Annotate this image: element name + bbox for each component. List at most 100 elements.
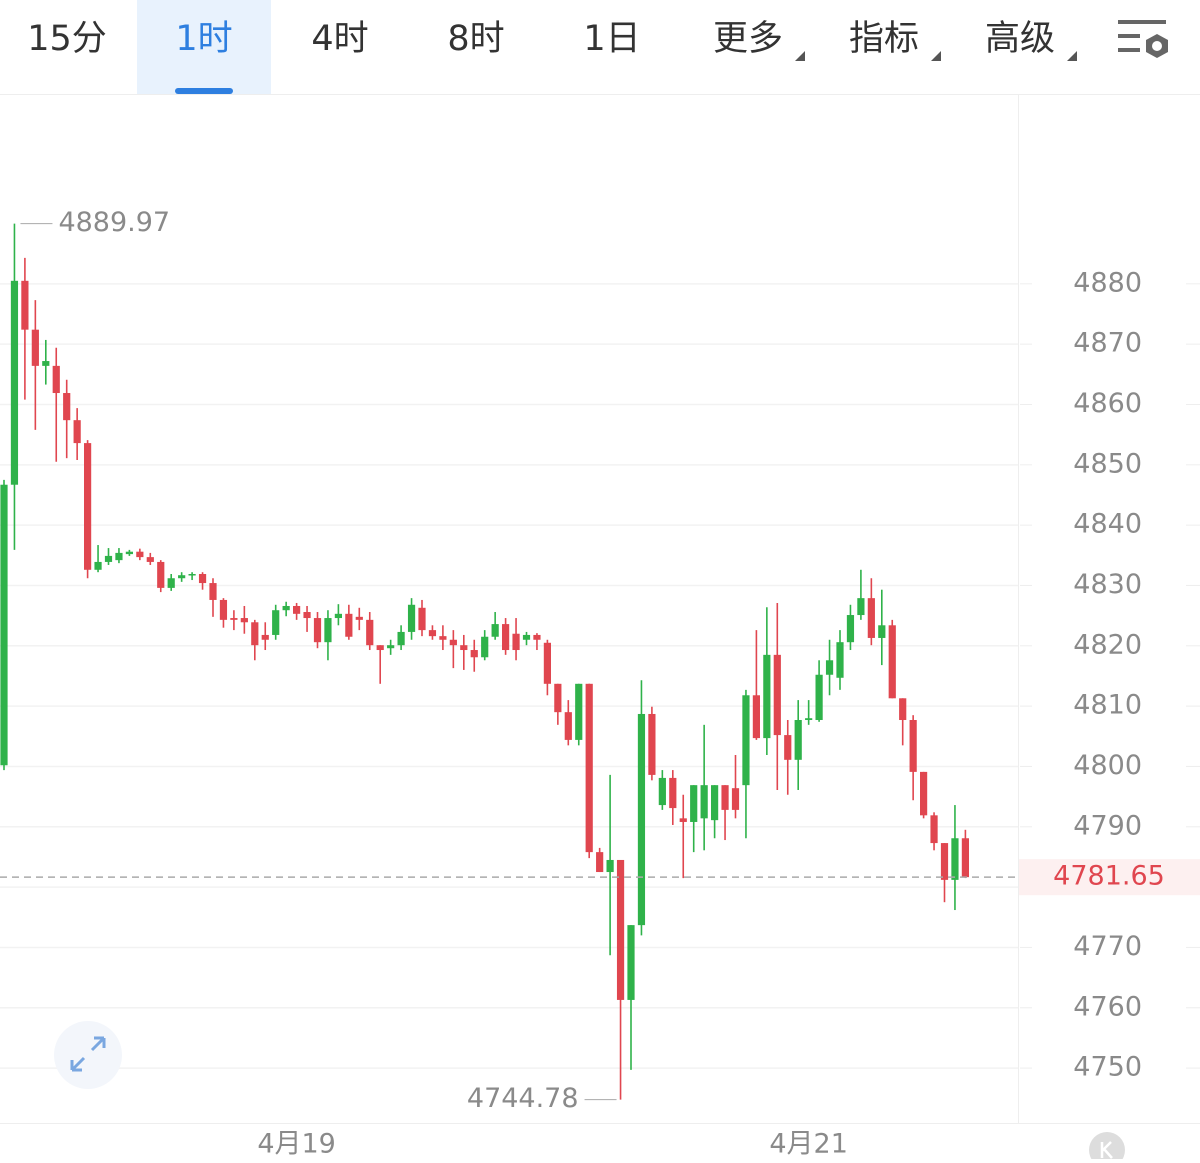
- candle-body: [84, 443, 92, 570]
- tab[interactable]: 高级: [985, 19, 1055, 59]
- candle-body: [10, 280, 19, 485]
- last-price-label: 4781.65: [1053, 861, 1165, 892]
- candle-body: [825, 660, 834, 675]
- candle-body: [940, 843, 949, 880]
- candle-body: [157, 561, 165, 588]
- tab[interactable]: 4时: [311, 19, 368, 59]
- candle-body: [930, 815, 938, 844]
- candle-body: [355, 616, 363, 620]
- candle-body: [219, 599, 228, 620]
- tab[interactable]: 15分: [27, 19, 107, 59]
- candle-body: [167, 578, 175, 588]
- y-tick-label: 4870: [1073, 328, 1142, 359]
- max-label: 4889.97: [58, 207, 170, 238]
- candle-body: [125, 551, 133, 555]
- candle-body: [596, 852, 604, 873]
- y-tick-label: 4880: [1073, 267, 1142, 298]
- candle-body: [815, 674, 823, 721]
- candle-body: [711, 785, 719, 821]
- candle-body: [481, 636, 489, 658]
- plot: 4750476047704780479048004810482048304840…: [0, 207, 1200, 1160]
- y-tick-label: 4800: [1073, 750, 1142, 781]
- candle-body: [115, 552, 123, 561]
- candle-body: [857, 598, 865, 616]
- candle-body: [878, 625, 886, 638]
- y-tick-label: 4850: [1073, 448, 1142, 479]
- tab[interactable]: 1时: [175, 19, 232, 59]
- candle-body: [21, 280, 29, 330]
- candle-body: [658, 777, 666, 806]
- candle-body: [240, 618, 248, 623]
- candle-body: [146, 557, 154, 562]
- candle-body: [920, 771, 928, 816]
- candle-body: [407, 604, 416, 632]
- y-tick-label: 4770: [1073, 931, 1142, 962]
- candle-body: [324, 618, 332, 643]
- candle-body: [251, 622, 259, 646]
- candle-body: [282, 605, 290, 611]
- y-tick-label: 4840: [1073, 509, 1142, 540]
- last-price-box: [1019, 859, 1200, 896]
- candle-body: [721, 785, 729, 810]
- k-button[interactable]: [1089, 1132, 1125, 1163]
- candle-body: [690, 785, 698, 822]
- candle-body: [334, 613, 342, 619]
- tab[interactable]: 1日: [583, 19, 640, 59]
- candle-body: [554, 683, 562, 713]
- candle-body: [73, 420, 81, 444]
- candle-body: [836, 642, 844, 678]
- candle-body: [564, 712, 572, 740]
- candle-body: [669, 777, 677, 809]
- tab[interactable]: 更多: [713, 19, 783, 59]
- candle-body: [31, 329, 39, 366]
- candle-body: [470, 650, 478, 658]
- y-tick-label: 4750: [1073, 1052, 1142, 1083]
- candle-body: [293, 605, 301, 614]
- candle-body: [899, 698, 907, 721]
- candle-body: [397, 631, 405, 646]
- candle-body: [805, 718, 813, 721]
- candle-body: [951, 838, 959, 880]
- candle-body: [512, 633, 520, 651]
- candle-body: [784, 735, 792, 760]
- candle-body: [867, 598, 875, 638]
- candle-body: [136, 551, 144, 558]
- candle-body: [909, 720, 917, 772]
- candle-body: [230, 618, 238, 620]
- tab-selected-bg: [137, 0, 271, 94]
- candle-body: [418, 607, 426, 631]
- settings-icon[interactable]: [1118, 20, 1168, 58]
- x-tick-label: 4月19: [257, 1129, 336, 1160]
- candle-body: [502, 624, 510, 651]
- candle-body: [428, 630, 437, 637]
- candle-body: [794, 720, 802, 760]
- dropdown-arrows: [795, 51, 1077, 61]
- candle-body: [731, 788, 740, 810]
- candle-body: [209, 583, 217, 600]
- candle-body: [585, 683, 593, 853]
- candle-body: [449, 639, 457, 646]
- y-tick-label: 4830: [1073, 569, 1142, 600]
- candle-body: [606, 859, 614, 873]
- candle-body: [313, 618, 322, 643]
- candle-body: [543, 642, 551, 684]
- y-tick-label: 4810: [1073, 690, 1142, 721]
- candle-body: [679, 818, 687, 822]
- min-label: 4744.78: [467, 1083, 579, 1114]
- candle-body: [94, 561, 102, 570]
- candle-body: [63, 393, 71, 421]
- candle-body: [439, 636, 447, 640]
- x-tick-label: 4月21: [769, 1129, 848, 1160]
- candle-body: [52, 365, 60, 394]
- tab[interactable]: 指标: [849, 19, 919, 59]
- tab[interactable]: 8时: [447, 19, 504, 59]
- candle-body: [742, 695, 750, 786]
- expand-button[interactable]: [54, 1021, 122, 1089]
- candle-body: [700, 785, 708, 819]
- candle-body: [627, 925, 635, 1000]
- candle-body: [637, 713, 646, 926]
- candle-body: [533, 634, 541, 640]
- candle-body: [616, 859, 625, 1000]
- candle-body: [261, 634, 269, 640]
